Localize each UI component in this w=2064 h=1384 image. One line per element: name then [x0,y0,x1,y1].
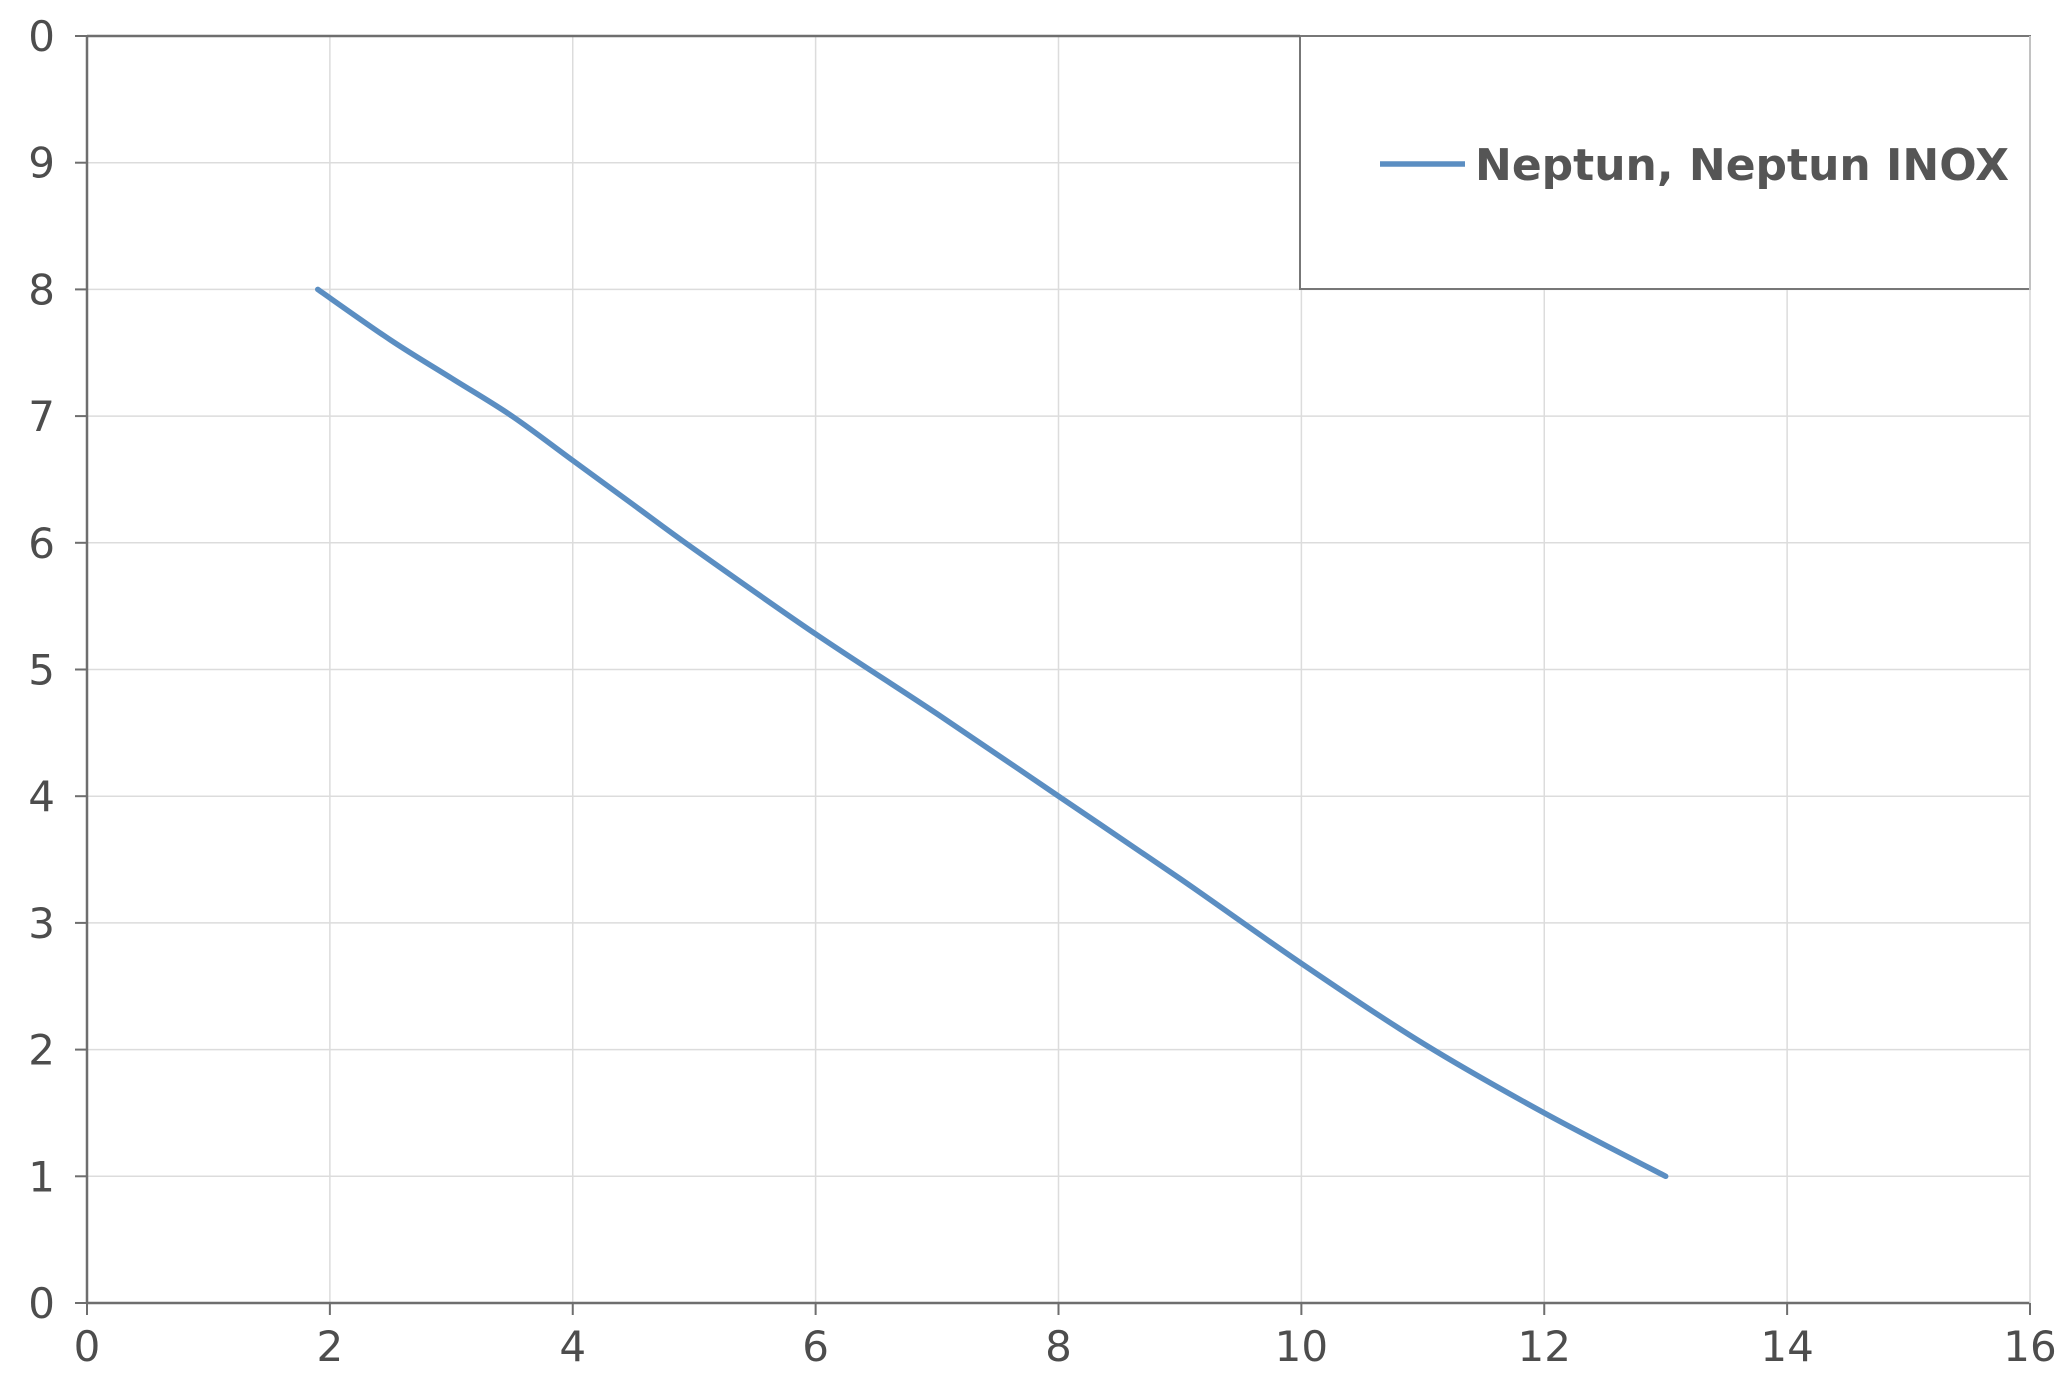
x-tick-label: 6 [802,1322,829,1371]
x-tick-label: 16 [2003,1322,2056,1371]
y-tick-label: 0 [28,1279,55,1328]
y-tick-label: 9 [28,139,55,188]
x-tick-label: 10 [1275,1322,1328,1371]
x-tick-label: 0 [74,1322,101,1371]
x-tick-label: 2 [317,1322,344,1371]
y-tick-label: 1 [28,1152,55,1201]
x-tick-label: 8 [1045,1322,1072,1371]
x-tick-label: 14 [1760,1322,1813,1371]
series-line [314,286,1669,1180]
y-tick-label: 7 [28,392,55,441]
y-tick-label: 0 [28,12,55,61]
legend-label: Neptun, Neptun INOX [1475,140,2009,191]
y-tick-label: 2 [28,1026,55,1075]
axes [75,34,2031,1315]
y-tick-label: 8 [28,265,55,314]
y-tick-label: 6 [28,519,55,568]
y-tick-label: 3 [28,899,55,948]
y-tick-label: 4 [28,772,55,821]
x-tick-label: 12 [1518,1322,1571,1371]
legend: Neptun, Neptun INOX [1299,35,2031,290]
legend-box [1299,35,2031,290]
x-tick-label: 4 [559,1322,586,1371]
series-layer [314,286,1669,1180]
y-tick-label: 5 [28,646,55,695]
